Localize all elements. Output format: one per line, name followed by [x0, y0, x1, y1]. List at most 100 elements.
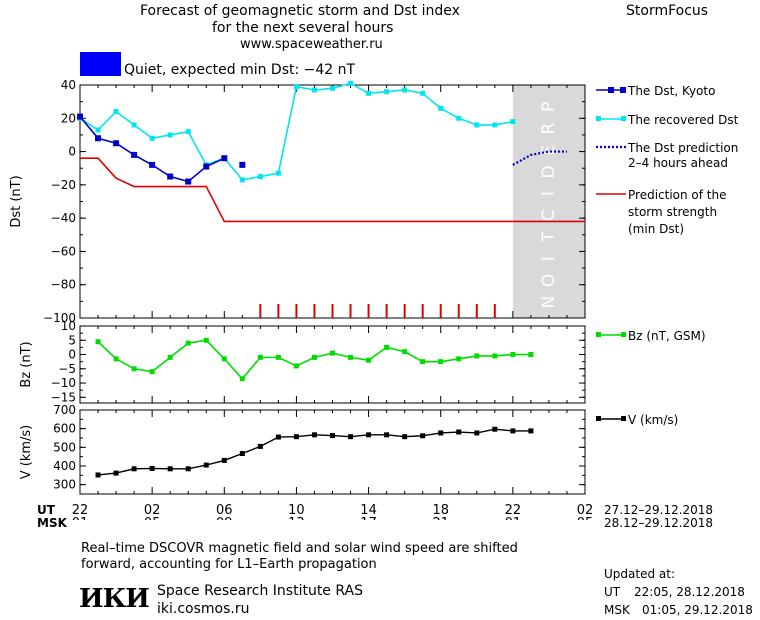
institute-site[interactable]: iki.cosmos.ru: [157, 601, 250, 617]
v-point: [438, 430, 444, 436]
kyoto-dst-point: [149, 161, 156, 168]
footer-note-line2: forward, accounting for L1–Earth propaga…: [81, 557, 377, 572]
v-point: [528, 428, 534, 434]
y-axis-label: Bz (nT): [19, 341, 34, 387]
v-point: [456, 429, 462, 435]
storm-strength-line: [80, 157, 585, 223]
prediction-letter: I: [539, 254, 559, 261]
legend-storm-label-1: Prediction of the: [628, 188, 727, 202]
legend-bz-label: Bz (nT, GSM): [628, 329, 706, 343]
v-point: [510, 428, 516, 434]
y-tick-label: −5: [58, 362, 76, 376]
v-point: [167, 466, 173, 472]
msk-tick-label: 13: [288, 516, 305, 520]
recovered-dst-point: [311, 87, 317, 93]
bz-point: [293, 363, 299, 369]
ut-tick-label: 02: [144, 503, 161, 518]
bz-point: [348, 354, 354, 360]
recovered-dst-point: [275, 170, 281, 176]
v-point: [311, 432, 317, 438]
kyoto-dst-point: [113, 140, 120, 147]
bz-point: [239, 376, 245, 382]
updated-ut-value: 22:05, 28.12.2018: [634, 585, 745, 599]
recovered-dst-point: [239, 177, 245, 183]
y-tick-label: −60: [51, 244, 76, 258]
bz-point: [528, 352, 534, 358]
bz-point: [474, 353, 480, 359]
panel-frame: [79, 325, 586, 404]
y-axis-label: V (km/s): [19, 425, 34, 480]
v-point: [275, 434, 281, 440]
recovered-dst-point: [402, 87, 408, 93]
y-tick-label: −20: [51, 178, 76, 192]
legend-bz-marker: [596, 332, 601, 337]
recovered-dst-point: [474, 122, 480, 128]
legend-v-marker: [596, 416, 601, 421]
ut-tick-label: 18: [432, 503, 449, 518]
prediction-letter: I: [539, 189, 559, 196]
prediction-letter: R: [539, 121, 559, 135]
y-axis-label: Dst (nT): [9, 175, 24, 227]
chart-title-line1: Forecast of geomagnetic storm and Dst in…: [140, 3, 460, 19]
msk-tick-label: 01: [72, 516, 89, 520]
ut-tick-label: 22: [72, 503, 89, 518]
v-point: [293, 434, 299, 440]
bz-point: [203, 337, 209, 343]
legend-storm-label-3: (min Dst): [628, 222, 685, 236]
recovered-dst-point: [510, 119, 516, 125]
kyoto-dst-point: [203, 163, 210, 170]
bz-point: [510, 352, 516, 358]
ut-tick-label: 02: [577, 503, 594, 518]
y-tick-label: 700: [53, 403, 76, 417]
bz-point: [366, 357, 372, 363]
v-point: [420, 433, 426, 439]
y-tick-label: 0: [68, 348, 76, 362]
updated-msk-value: 01:05, 29.12.2018: [642, 603, 753, 617]
msk-axis-label: MSK: [37, 516, 67, 530]
y-tick-label: −40: [51, 211, 76, 225]
y-tick-label: 600: [53, 422, 76, 436]
footer-note-line1: Real–time DSCOVR magnetic field and sola…: [81, 541, 518, 556]
v-point: [221, 457, 227, 463]
y-tick-label: −100: [43, 311, 76, 325]
legend-prediction-label-2: 2–4 hours ahead: [628, 156, 728, 170]
legend-prediction-label-1: The Dst prediction: [628, 141, 739, 155]
bz-point: [131, 366, 137, 372]
bz-point: [384, 344, 390, 350]
y-tick-label: 10: [61, 319, 76, 333]
recovered-dst-point: [348, 80, 354, 86]
prediction-letter: C: [539, 207, 559, 221]
msk-tick-label: 21: [432, 516, 449, 520]
bz-point: [456, 356, 462, 362]
legend-bz-marker: [621, 332, 626, 337]
bz-point: [275, 354, 281, 360]
v-point: [348, 434, 354, 440]
bz-point: [167, 354, 173, 360]
legend-kyoto-label: The Dst, Kyoto: [628, 84, 716, 98]
msk-tick-label: 17: [360, 516, 377, 520]
msk-date-range: 28.12–29.12.2018: [604, 516, 714, 530]
bz-point: [185, 340, 191, 346]
bz-point: [492, 353, 498, 359]
updated-msk-label: MSK: [604, 603, 630, 617]
recovered-dst-point: [185, 129, 191, 135]
bz-point: [221, 356, 227, 362]
panel-frame: [79, 84, 586, 319]
prediction-letter: E: [539, 143, 559, 156]
y-tick-label: 20: [61, 111, 76, 125]
kyoto-dst-point: [131, 151, 138, 158]
legend-storm-label-2: storm strength: [628, 205, 718, 219]
prediction-letter: D: [539, 163, 559, 178]
legend-recovered-marker: [596, 116, 601, 121]
ut-date-range: 27.12–29.12.2018: [604, 503, 714, 517]
recovered-dst-point: [293, 84, 299, 90]
prediction-letter: O: [539, 272, 559, 287]
kyoto-dst-point: [77, 113, 83, 120]
v-point: [149, 465, 155, 471]
v-point: [384, 432, 390, 438]
recovered-dst-point: [438, 105, 444, 111]
bz-point: [95, 339, 101, 345]
site-url[interactable]: www.spaceweather.ru: [240, 37, 383, 52]
bz-point: [149, 369, 155, 375]
y-tick-label: 40: [61, 78, 76, 92]
